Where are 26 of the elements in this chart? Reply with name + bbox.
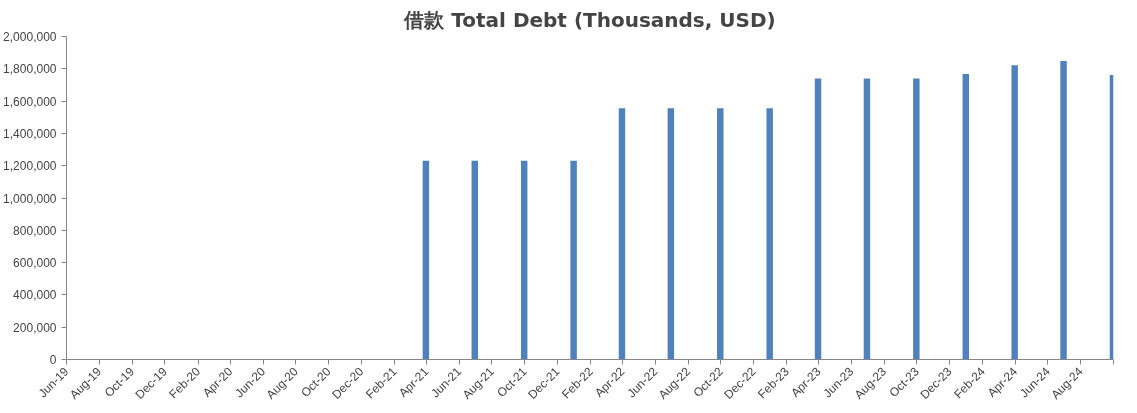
- y-tick-label: 1,400,000: [3, 126, 57, 141]
- bar: [1011, 65, 1018, 360]
- bar: [962, 73, 969, 360]
- y-tick-label: 1,800,000: [3, 62, 57, 77]
- bar: [1060, 60, 1067, 360]
- bar: [913, 78, 920, 360]
- y-tick-label: 1,600,000: [3, 94, 57, 109]
- y-tick-label: 400,000: [13, 288, 57, 303]
- y-tick-label: 1,000,000: [3, 191, 57, 206]
- bar: [814, 78, 822, 360]
- bar: [717, 108, 724, 360]
- bar: [863, 78, 871, 360]
- bar: [570, 160, 577, 360]
- y-tick-label: 0: [49, 353, 57, 367]
- bar: [618, 108, 626, 360]
- bar: [766, 108, 773, 360]
- y-tick-label: 600,000: [13, 256, 57, 271]
- bar: [520, 160, 528, 360]
- chart-title: 借款 Total Debt (Thousands, USD): [403, 7, 776, 32]
- bar: [422, 160, 430, 360]
- bar: [667, 108, 675, 360]
- bar: [471, 160, 478, 360]
- y-tick-label: 1,200,000: [3, 159, 57, 174]
- y-tick-label: 200,000: [13, 320, 57, 335]
- y-tick-label: 800,000: [13, 223, 57, 238]
- y-tick-label: 2,000,000: [3, 30, 57, 44]
